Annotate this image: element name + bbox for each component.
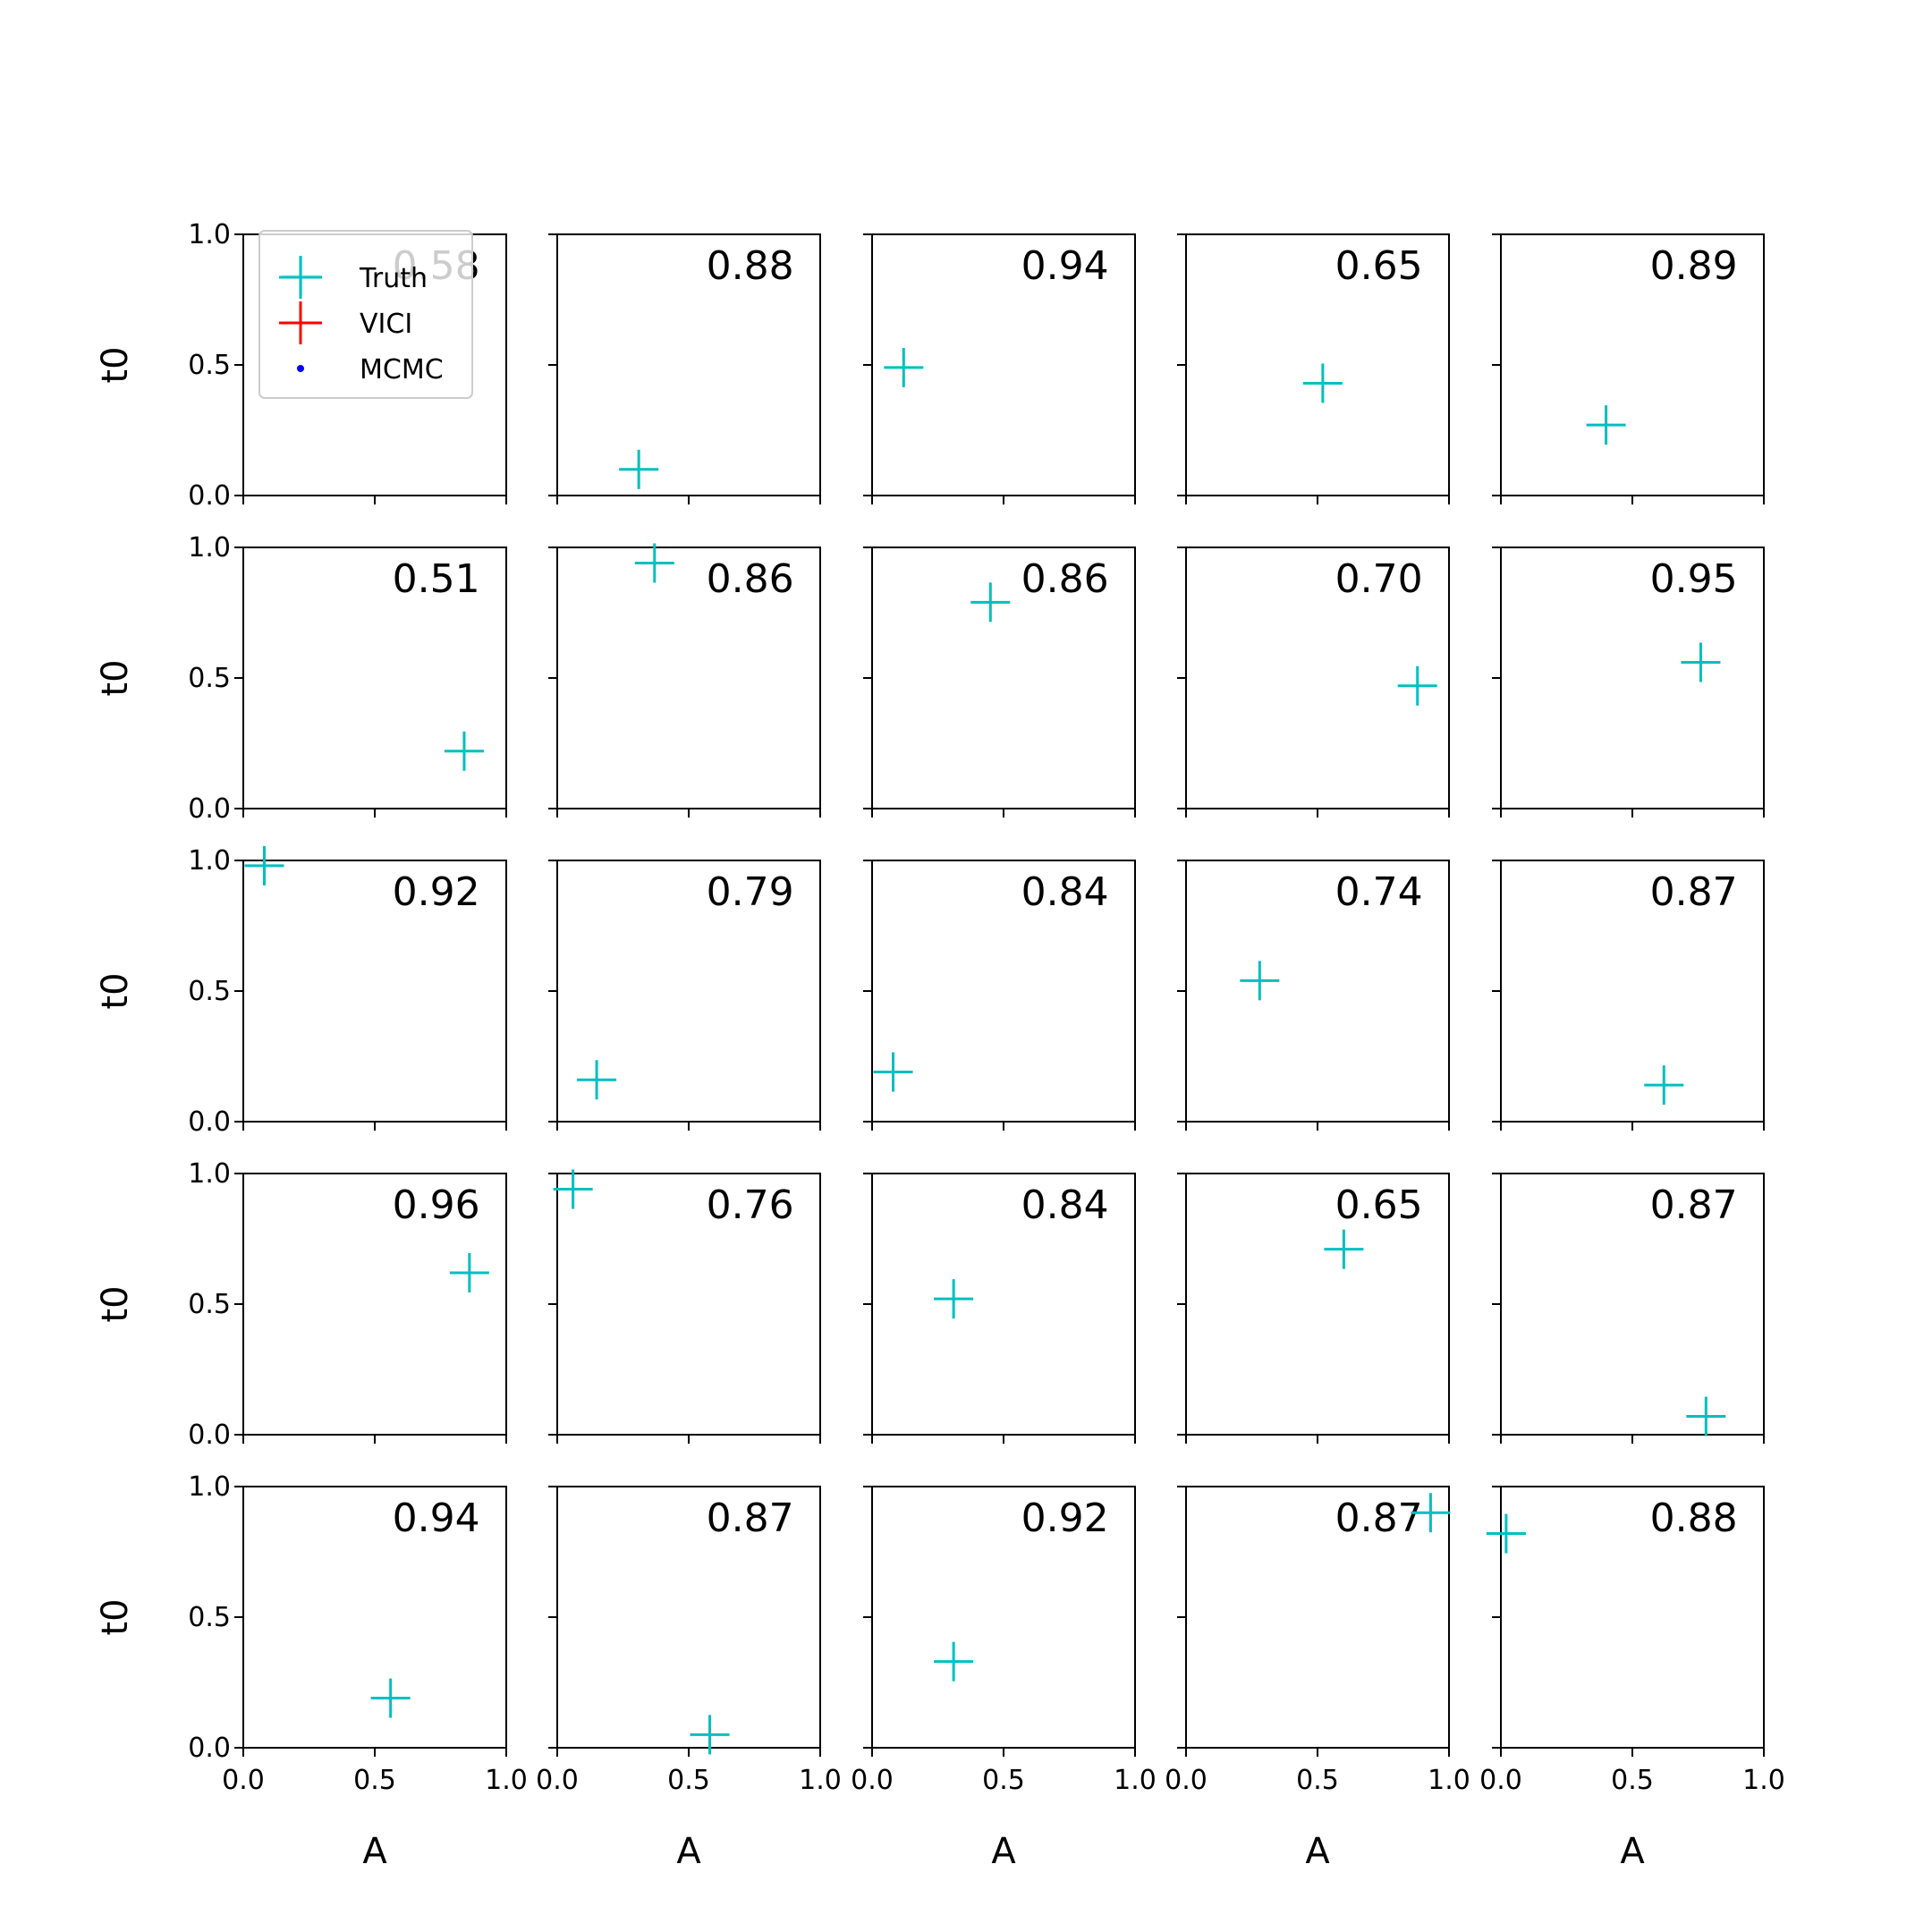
y-tick-label: 1.0 [188, 219, 231, 250]
overlap-score: 0.87 [1650, 1182, 1738, 1228]
panel-5: 0.89 [1492, 233, 1765, 504]
panel-17: 0.76 [548, 1169, 821, 1444]
y-tick-label: 0.5 [188, 350, 231, 381]
panel-11: 0.0 0.5 1.0 t0 0.92 [95, 845, 507, 1138]
panel-7: 0.86 [548, 543, 821, 818]
panel-14: 0.74 [1177, 860, 1450, 1131]
y-tick-label: 0.0 [188, 480, 231, 512]
y-tick-label: 0.5 [188, 663, 231, 694]
y-axis-label: t0 [95, 1598, 136, 1635]
overlap-score: 0.89 [1650, 243, 1738, 289]
panel-21: 0.0 0.5 1.0 0.0 0.5 1.0 At0 0.94 [95, 1471, 528, 1872]
panel-2: 0.88 [548, 233, 821, 504]
overlap-score: 0.88 [1650, 1496, 1738, 1541]
y-axis-label: t0 [95, 972, 136, 1009]
x-tick-label: 0.5 [1611, 1765, 1654, 1796]
overlap-score: 0.87 [1335, 1496, 1423, 1541]
overlap-score: 0.88 [707, 243, 794, 289]
y-tick-label: 0.0 [188, 793, 231, 825]
panel-4: 0.65 [1177, 233, 1450, 504]
legend: Truth VICI MCMC [258, 230, 473, 399]
x-tick-label: 0.5 [667, 1765, 710, 1796]
overlap-score: 0.87 [1650, 869, 1738, 915]
overlap-score: 0.94 [393, 1496, 480, 1541]
y-tick-label: 1.0 [188, 1471, 231, 1503]
x-tick-label: 0.0 [536, 1765, 579, 1796]
x-tick-label: 0.0 [222, 1765, 265, 1796]
y-tick-label: 0.5 [188, 1289, 231, 1320]
x-tick-label: 0.5 [1296, 1765, 1339, 1796]
overlap-score: 0.96 [393, 1182, 480, 1228]
panel-23: 0.0 0.5 1.0 A 0.92 [851, 1486, 1157, 1872]
x-tick-label: 1.0 [1428, 1765, 1470, 1796]
x-tick-label: 0.0 [851, 1765, 894, 1796]
y-axis-label: t0 [95, 1285, 136, 1322]
y-tick-label: 0.0 [188, 1106, 231, 1138]
panel-3: 0.94 [863, 233, 1136, 504]
x-axis-label: A [991, 1831, 1016, 1872]
panel-6: 0.0 0.5 1.0 t0 0.51 [95, 532, 507, 825]
y-tick-label: 0.5 [188, 976, 231, 1007]
y-tick-label: 0.0 [188, 1733, 231, 1764]
y-tick-label: 1.0 [188, 845, 231, 877]
panel-8: 0.86 [863, 547, 1136, 818]
legend-truth-label: Truth [359, 263, 428, 294]
y-tick-label: 0.5 [188, 1602, 231, 1633]
y-axis-label: t0 [95, 659, 136, 696]
x-tick-label: 0.5 [982, 1765, 1025, 1796]
x-tick-label: 1.0 [485, 1765, 528, 1796]
overlap-score: 0.92 [393, 869, 480, 915]
overlap-score: 0.76 [707, 1182, 794, 1228]
x-tick-label: 1.0 [1114, 1765, 1157, 1796]
x-tick-label: 0.0 [1165, 1765, 1208, 1796]
legend-box [258, 230, 473, 399]
panel-16: 0.0 0.5 1.0 t0 0.96 [95, 1158, 507, 1451]
y-tick-label: 1.0 [188, 1158, 231, 1190]
overlap-score: 0.70 [1335, 556, 1423, 602]
panel-20: 0.87 [1492, 1173, 1765, 1444]
overlap-score: 0.74 [1335, 869, 1423, 915]
overlap-score: 0.86 [1021, 556, 1109, 602]
panel-9: 0.70 [1177, 547, 1450, 818]
y-axis-label: t0 [95, 346, 136, 383]
overlap-score: 0.84 [1021, 1182, 1109, 1228]
y-tick-label: 1.0 [188, 532, 231, 564]
overlap-score: 0.51 [393, 556, 480, 602]
panel-grid: 0.00.51.0t00.580.880.940.650.890.00.51.0… [95, 219, 1785, 1872]
x-tick-label: 0.5 [353, 1765, 396, 1796]
legend-mcmc-marker [297, 365, 304, 372]
overlap-score: 0.65 [1335, 1182, 1423, 1228]
overlap-score: 0.87 [707, 1496, 794, 1541]
x-tick-label: 1.0 [1742, 1765, 1785, 1796]
panel-15: 0.87 [1492, 860, 1765, 1131]
y-tick-label: 0.0 [188, 1419, 231, 1451]
x-tick-label: 1.0 [799, 1765, 842, 1796]
legend-entry-mcmc: MCMC [297, 354, 444, 386]
overlap-score: 0.79 [707, 869, 794, 915]
panel-19: 0.65 [1177, 1173, 1450, 1444]
panel-18: 0.84 [863, 1173, 1136, 1444]
x-axis-label: A [1305, 1831, 1330, 1872]
panel-12: 0.79 [548, 860, 821, 1131]
panel-22: 0.0 0.5 1.0 A 0.87 [536, 1486, 842, 1872]
x-tick-label: 0.0 [1479, 1765, 1522, 1796]
legend-vici-label: VICI [360, 309, 412, 340]
panel-13: 0.84 [863, 860, 1136, 1131]
panel-10: 0.95 [1492, 547, 1765, 818]
overlap-score: 0.92 [1021, 1496, 1109, 1541]
x-axis-label: A [1620, 1831, 1645, 1872]
legend-entry-truth: Truth [279, 256, 428, 299]
legend-mcmc-label: MCMC [360, 354, 444, 386]
overlap-score: 0.95 [1650, 556, 1738, 602]
panel-25: 0.0 0.5 1.0 A 0.88 [1479, 1486, 1785, 1872]
overlap-score: 0.65 [1335, 243, 1423, 289]
x-axis-label: A [676, 1831, 701, 1872]
overlap-score: 0.86 [707, 556, 794, 602]
overlap-score: 0.94 [1021, 243, 1109, 289]
panel-24: 0.0 0.5 1.0 A 0.87 [1165, 1486, 1470, 1872]
overlap-score: 0.84 [1021, 869, 1109, 915]
x-axis-label: A [362, 1831, 387, 1872]
legend-entry-vici: VICI [279, 301, 412, 344]
